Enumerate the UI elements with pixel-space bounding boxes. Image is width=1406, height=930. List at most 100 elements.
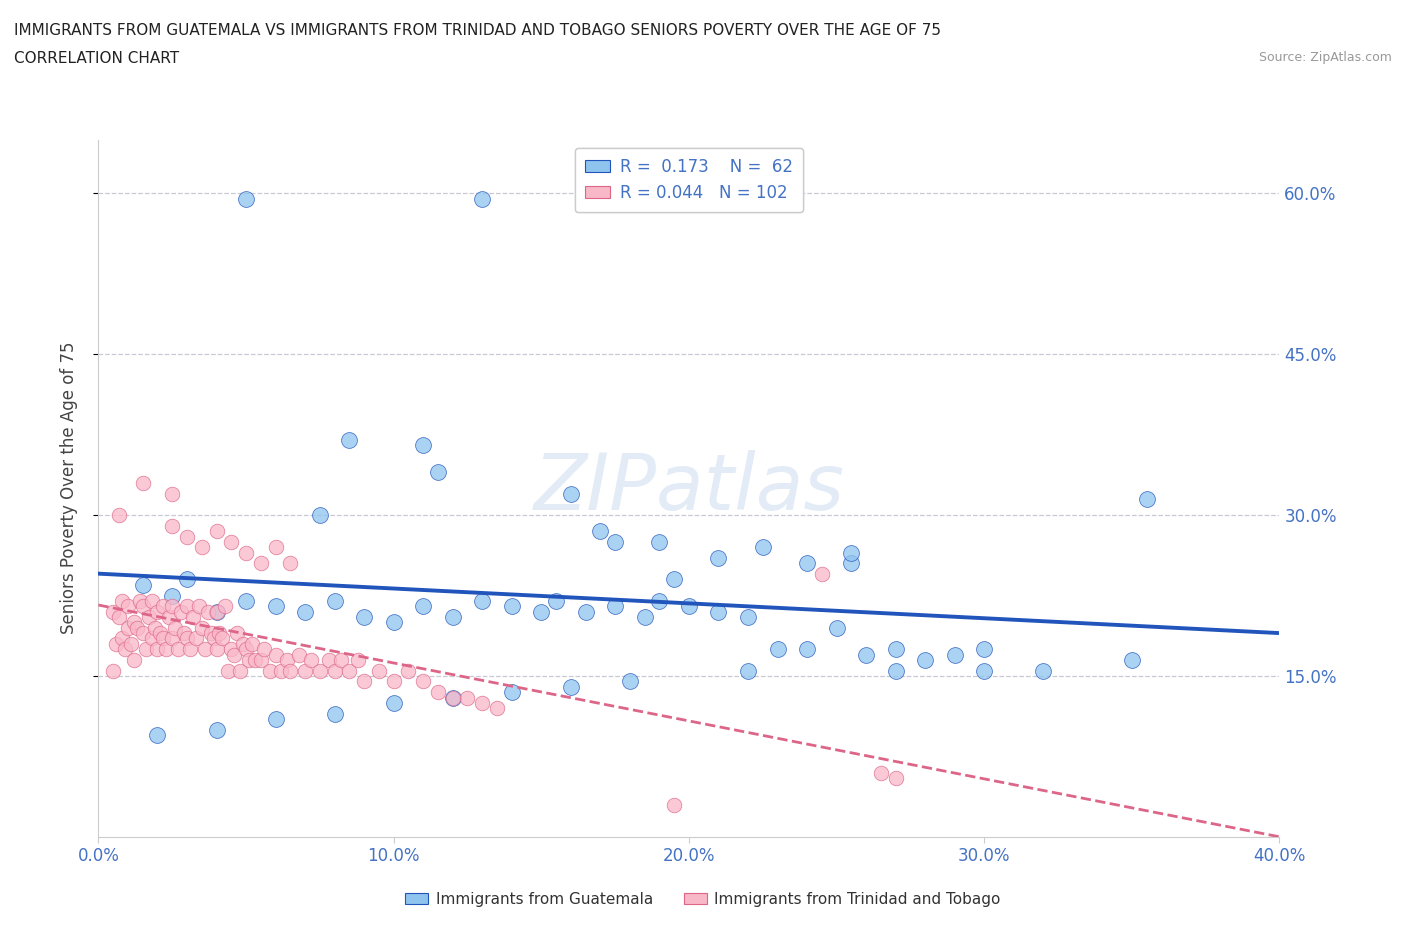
Point xyxy=(707,604,730,619)
Point xyxy=(259,663,281,678)
Point xyxy=(412,674,434,689)
Point xyxy=(810,566,832,581)
Point xyxy=(441,690,464,705)
Point xyxy=(162,588,183,603)
Point xyxy=(235,593,257,608)
Point xyxy=(103,604,125,619)
Point xyxy=(253,642,276,657)
Point xyxy=(179,642,201,657)
Point xyxy=(278,663,302,678)
Point xyxy=(347,653,370,668)
Point xyxy=(108,609,131,624)
Point xyxy=(751,539,773,554)
Text: IMMIGRANTS FROM GUATEMALA VS IMMIGRANTS FROM TRINIDAD AND TOBAGO SENIORS POVERTY: IMMIGRANTS FROM GUATEMALA VS IMMIGRANTS … xyxy=(14,23,941,38)
Point xyxy=(250,556,273,571)
Point xyxy=(546,593,568,608)
Point xyxy=(276,653,298,668)
Text: Source: ZipAtlas.com: Source: ZipAtlas.com xyxy=(1258,51,1392,64)
Point xyxy=(217,663,239,678)
Point xyxy=(238,653,260,668)
Point xyxy=(170,604,193,619)
Point xyxy=(235,191,257,206)
Point xyxy=(560,486,582,501)
Point xyxy=(329,653,352,668)
Point xyxy=(678,599,700,614)
Point xyxy=(278,556,302,571)
Point xyxy=(441,690,464,705)
Point xyxy=(146,642,169,657)
Point xyxy=(141,631,163,646)
Point xyxy=(162,518,183,533)
Point xyxy=(737,663,759,678)
Point xyxy=(162,486,183,501)
Point xyxy=(184,631,207,646)
Point xyxy=(176,572,198,587)
Point xyxy=(353,609,375,624)
Point xyxy=(605,535,627,550)
Point xyxy=(152,599,174,614)
Point xyxy=(240,636,263,651)
Point xyxy=(648,535,671,550)
Point xyxy=(219,535,242,550)
Point xyxy=(176,529,198,544)
Point xyxy=(294,604,316,619)
Point xyxy=(943,647,966,662)
Point xyxy=(884,642,907,657)
Point xyxy=(323,593,346,608)
Point xyxy=(205,723,228,737)
Point xyxy=(382,696,405,711)
Point xyxy=(132,599,155,614)
Point xyxy=(108,508,131,523)
Point xyxy=(396,663,419,678)
Point xyxy=(264,599,287,614)
Y-axis label: Seniors Poverty Over the Age of 75: Seniors Poverty Over the Age of 75 xyxy=(59,342,77,634)
Point xyxy=(270,663,292,678)
Point xyxy=(855,647,877,662)
Point xyxy=(176,631,198,646)
Point xyxy=(288,647,311,662)
Point xyxy=(441,609,464,624)
Point xyxy=(501,684,523,699)
Point xyxy=(191,539,214,554)
Point xyxy=(339,432,360,447)
Point xyxy=(122,653,145,668)
Point xyxy=(226,626,249,641)
Point xyxy=(200,626,222,641)
Point xyxy=(264,539,287,554)
Point xyxy=(146,604,169,619)
Point xyxy=(427,684,450,699)
Point xyxy=(841,556,863,571)
Point xyxy=(309,663,332,678)
Point xyxy=(737,609,759,624)
Point xyxy=(884,771,907,786)
Point xyxy=(664,572,686,587)
Point xyxy=(232,636,254,651)
Point xyxy=(825,620,848,635)
Point xyxy=(633,609,655,624)
Point xyxy=(368,663,391,678)
Point xyxy=(264,647,287,662)
Point xyxy=(187,599,209,614)
Point xyxy=(796,642,818,657)
Point xyxy=(162,599,183,614)
Point xyxy=(132,626,155,641)
Point xyxy=(205,524,228,538)
Point xyxy=(120,636,142,651)
Point xyxy=(1135,492,1157,507)
Point xyxy=(264,711,287,726)
Point xyxy=(117,599,139,614)
Point xyxy=(841,545,863,560)
Point xyxy=(471,191,494,206)
Point xyxy=(323,663,346,678)
Text: CORRELATION CHART: CORRELATION CHART xyxy=(14,51,179,66)
Point xyxy=(353,674,375,689)
Point xyxy=(294,663,316,678)
Point xyxy=(869,765,891,780)
Point xyxy=(664,797,686,812)
Point xyxy=(205,604,228,619)
Point xyxy=(299,653,322,668)
Point xyxy=(214,599,236,614)
Point xyxy=(560,679,582,694)
Point xyxy=(1032,663,1054,678)
Point xyxy=(143,620,166,635)
